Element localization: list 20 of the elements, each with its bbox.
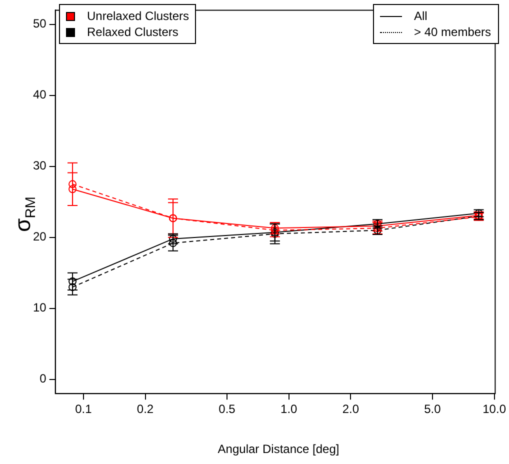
y-tick-label: 40 — [32, 88, 47, 102]
y-tick-label: 10 — [32, 300, 47, 315]
y-tick-label: 0 — [40, 372, 47, 386]
x-tick-label: 10.0 — [482, 402, 506, 416]
x-tick-label: 5.0 — [424, 402, 442, 416]
style-key: All > 40 members — [373, 4, 499, 44]
annotation: Unrelaxed Clusters — [87, 9, 190, 23]
annotation: Relaxed Clusters — [87, 25, 178, 39]
y-tick-label: 30 — [32, 158, 47, 173]
color-key: Unrelaxed Clusters Relaxed Clusters — [59, 4, 196, 44]
y-tick-label: 50 — [32, 16, 47, 31]
annotation: > 40 members — [414, 25, 492, 39]
x-tick-label: 0.2 — [136, 402, 154, 416]
annotation: All — [414, 9, 428, 23]
x-tick-label: 0.1 — [75, 402, 92, 416]
x-axis-title: Angular Distance [deg] — [216, 442, 340, 456]
y-tick-label: 20 — [32, 230, 47, 244]
x-tick-label: 2.0 — [342, 402, 360, 416]
x-tick-label: 1.0 — [280, 402, 298, 416]
x-tick-label: 0.5 — [218, 402, 236, 416]
